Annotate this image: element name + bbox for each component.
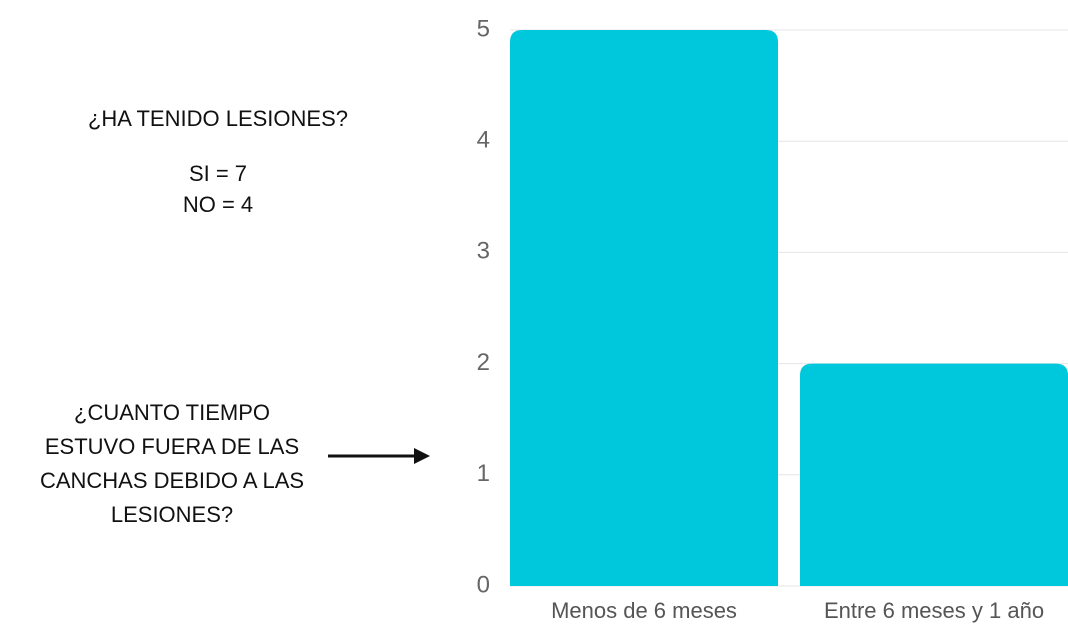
- annotation: CANCHAS DEBIDO A LAS: [40, 468, 304, 493]
- y-tick-label: 2: [477, 349, 490, 376]
- y-tick-label: 3: [477, 238, 490, 265]
- annotation: ¿HA TENIDO LESIONES?: [88, 106, 348, 131]
- x-tick-label: Entre 6 meses y 1 año: [824, 598, 1044, 623]
- y-tick-label: 1: [477, 460, 490, 487]
- y-tick-label: 5: [477, 15, 490, 42]
- x-tick-label: Menos de 6 meses: [551, 598, 737, 623]
- bar: [800, 363, 1068, 586]
- bar: [510, 30, 778, 586]
- annotation: ¿CUANTO TIEMPO: [74, 400, 270, 425]
- annotation: LESIONES?: [111, 502, 233, 527]
- annotation: NO = 4: [183, 192, 253, 217]
- y-tick-label: 4: [477, 127, 490, 154]
- y-tick-label: 0: [477, 571, 490, 598]
- annotation: ESTUVO FUERA DE LAS: [45, 434, 299, 459]
- arrow-head: [414, 448, 430, 464]
- annotation: SI = 7: [189, 161, 247, 186]
